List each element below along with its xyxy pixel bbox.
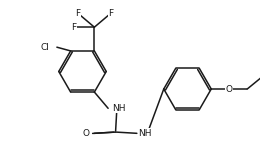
Text: F: F <box>76 9 81 18</box>
Text: O: O <box>83 129 90 138</box>
Text: F: F <box>71 23 76 32</box>
Text: NH: NH <box>138 129 152 138</box>
Text: F: F <box>108 9 113 18</box>
Text: NH: NH <box>113 104 126 113</box>
Text: Cl: Cl <box>41 43 49 52</box>
Text: O: O <box>226 84 233 93</box>
